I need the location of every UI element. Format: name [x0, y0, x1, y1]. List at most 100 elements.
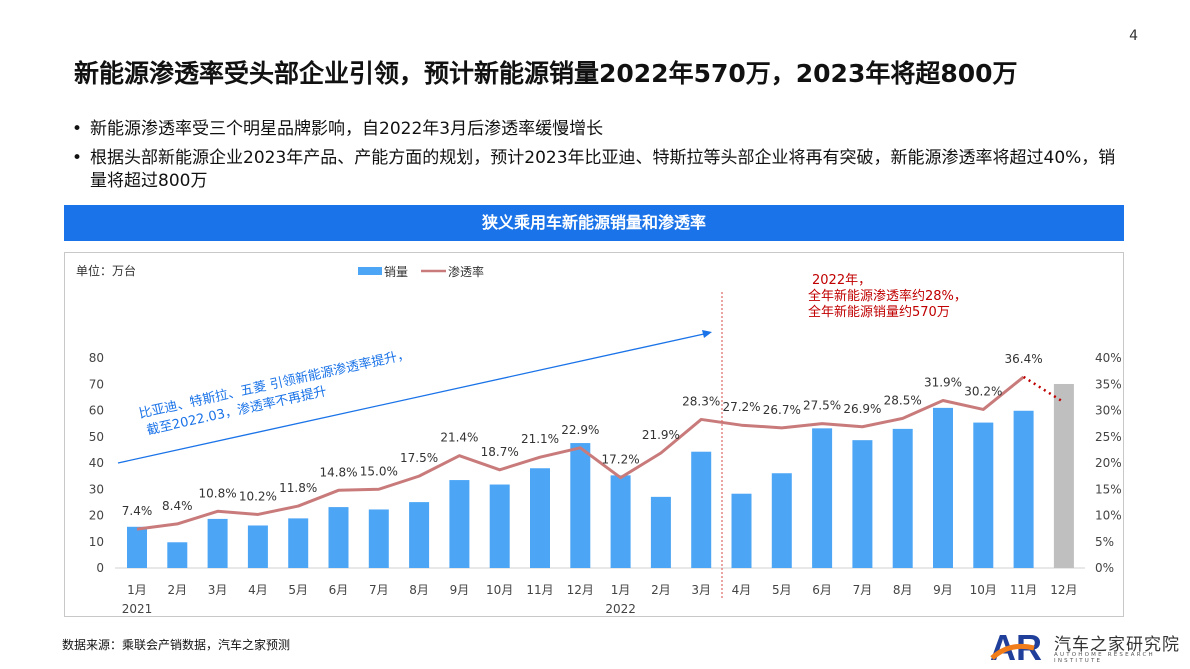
bullet-list: 新能源渗透率受三个明星品牌影响，自2022年3月后渗透率缓慢增长 根据头部新能源… [72, 118, 1132, 199]
x-tick: 5月 [772, 583, 792, 597]
bar [731, 493, 752, 568]
data-label: 17.2% [602, 453, 640, 467]
bar [973, 422, 994, 568]
y-right-tick: 40% [1095, 351, 1122, 365]
bar [207, 518, 228, 568]
bar [1053, 383, 1074, 568]
x-tick: 1月 [611, 583, 631, 597]
y-left-tick: 70 [89, 377, 104, 391]
x-tick: 12月 [1050, 583, 1077, 597]
year-label: 2022 [605, 602, 636, 616]
unit-label: 单位：万台 [76, 263, 136, 278]
bar [650, 496, 671, 568]
x-tick: 3月 [691, 583, 711, 597]
bar [570, 443, 591, 568]
year-label: 2021 [122, 602, 153, 616]
data-label: 8.4% [162, 499, 193, 513]
x-tick: 7月 [853, 583, 873, 597]
bar [812, 428, 833, 568]
data-label: 22.9% [561, 423, 599, 437]
x-tick: 1月 [127, 583, 147, 597]
bar [892, 428, 913, 568]
bullet-item: 新能源渗透率受三个明星品牌影响，自2022年3月后渗透率缓慢增长 [72, 118, 1132, 141]
penetration-line [136, 375, 1025, 531]
y-right-tick: 30% [1095, 404, 1122, 418]
x-tick: 5月 [288, 583, 308, 597]
data-label: 15.0% [360, 464, 398, 478]
x-tick: 9月 [450, 583, 470, 597]
data-label: 21.4% [440, 431, 478, 445]
trend-arrow [117, 333, 705, 464]
ar-logo-icon: AR [990, 628, 1042, 664]
bar [489, 484, 510, 568]
data-label: 30.2% [964, 384, 1002, 398]
bar [449, 480, 470, 568]
data-label: 28.3% [682, 394, 720, 408]
bar [771, 473, 792, 568]
y-right-tick: 0% [1095, 561, 1114, 575]
legend-bar-swatch [358, 267, 382, 275]
x-tick: 6月 [329, 583, 349, 597]
logo: AR 汽车之家研究院 AUTOHOME RESEARCH INSTITUTE [990, 628, 1180, 664]
data-label: 26.7% [763, 403, 801, 417]
x-tick: 10月 [486, 583, 513, 597]
bar [368, 509, 389, 568]
data-label: 10.2% [239, 489, 277, 503]
bar [610, 475, 631, 568]
bar [127, 526, 147, 568]
data-label: 36.4% [1005, 352, 1043, 366]
data-label: 27.2% [722, 400, 760, 414]
y-right-tick: 20% [1095, 456, 1122, 470]
y-right-tick: 15% [1095, 482, 1122, 496]
data-label: 31.9% [924, 376, 962, 390]
bar [409, 502, 430, 568]
y-left-tick: 30 [89, 482, 104, 496]
x-tick: 11月 [526, 583, 553, 597]
legend-label: 渗透率 [448, 264, 484, 279]
logo-name-en: AUTOHOME RESEARCH INSTITUTE [1054, 652, 1155, 664]
y-right-tick: 35% [1095, 377, 1122, 391]
x-tick: 9月 [933, 583, 953, 597]
bar [167, 542, 188, 568]
bar [328, 507, 349, 568]
annotation-text: 2022年， [812, 273, 871, 288]
x-tick: 11月 [1010, 583, 1037, 597]
x-tick: 8月 [893, 583, 913, 597]
arrow-head-icon [702, 330, 712, 338]
data-label: 21.1% [521, 432, 559, 446]
data-label: 28.5% [884, 393, 922, 407]
y-right-tick: 5% [1095, 535, 1114, 549]
page-number: 4 [1129, 28, 1138, 44]
x-tick: 10月 [970, 583, 997, 597]
x-tick: 7月 [369, 583, 389, 597]
bullet-item: 根据头部新能源企业2023年产品、产能方面的规划，预计2023年比亚迪、特斯拉等… [72, 147, 1132, 193]
bar [1013, 410, 1034, 568]
data-label: 11.8% [279, 481, 317, 495]
data-label: 27.5% [803, 399, 841, 413]
bar [530, 468, 550, 568]
bar [288, 518, 309, 568]
x-tick: 12月 [567, 583, 594, 597]
data-label: 17.5% [400, 451, 438, 465]
x-tick: 4月 [248, 583, 268, 597]
data-source: 数据来源：乘联会产销数据，汽车之家预测 [62, 638, 291, 652]
x-tick: 2月 [651, 583, 671, 597]
legend-label: 销量 [384, 265, 408, 279]
y-left-tick: 10 [89, 535, 104, 549]
x-tick: 6月 [812, 583, 832, 597]
data-label: 14.8% [319, 465, 357, 479]
y-left-tick: 40 [89, 456, 104, 470]
y-left-tick: 20 [89, 509, 104, 523]
x-tick: 3月 [208, 583, 228, 597]
y-left-tick: 50 [89, 430, 104, 444]
annotation-text: 全年新能源销量约570万 [808, 304, 950, 320]
bar [691, 451, 712, 568]
y-left-tick: 0 [96, 561, 104, 575]
data-label: 18.7% [481, 445, 519, 459]
x-tick: 8月 [409, 583, 429, 597]
data-label: 21.9% [642, 428, 680, 442]
forecast-dotted-line [1022, 375, 1063, 403]
data-label: 7.4% [122, 504, 153, 518]
y-right-tick: 10% [1095, 509, 1122, 523]
